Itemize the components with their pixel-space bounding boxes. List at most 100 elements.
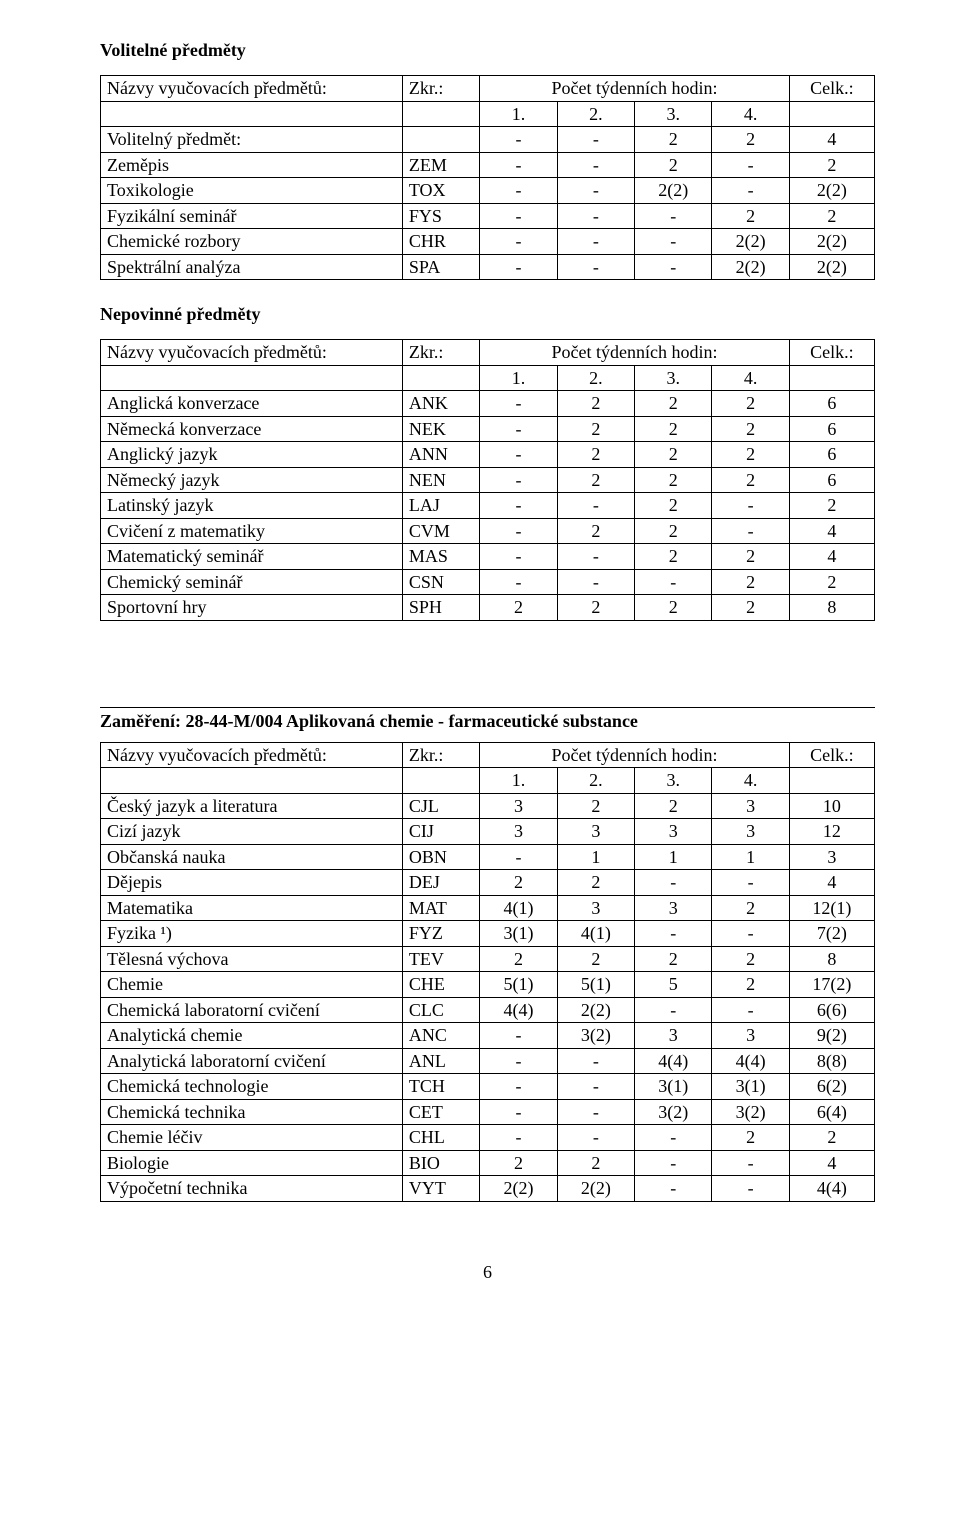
cell-year2: 3(2)	[557, 1023, 634, 1049]
cell-total: 2	[789, 493, 874, 519]
cell-year4: 2	[712, 569, 789, 595]
cell-total: 4	[789, 518, 874, 544]
empty-cell	[402, 768, 479, 794]
cell-subject-name: Chemie	[101, 972, 403, 998]
cell-year4: 2	[712, 595, 789, 621]
cell-year1: -	[480, 178, 557, 204]
cell-year3: 2	[635, 416, 712, 442]
cell-year1: -	[480, 569, 557, 595]
cell-year1: -	[480, 152, 557, 178]
cell-subject-abbr: ANK	[402, 391, 479, 417]
cell-total: 6(6)	[789, 997, 874, 1023]
cell-year2: 1	[557, 844, 634, 870]
cell-total: 9(2)	[789, 1023, 874, 1049]
table-years-row: 1. 2. 3. 4.	[101, 365, 875, 391]
cell-year3: -	[635, 229, 712, 255]
cell-year4: 2	[712, 946, 789, 972]
table-row: Výpočetní technikaVYT2(2)2(2)--4(4)	[101, 1176, 875, 1202]
cell-year3: -	[635, 1125, 712, 1151]
cell-total: 4	[789, 1150, 874, 1176]
empty-cell	[789, 365, 874, 391]
table-row: Německá konverzaceNEK-2226	[101, 416, 875, 442]
table-row: DějepisDEJ22--4	[101, 870, 875, 896]
cell-subject-abbr: TCH	[402, 1074, 479, 1100]
th-abbr: Zkr.:	[402, 340, 479, 366]
cell-year1: -	[480, 1125, 557, 1151]
cell-year2: 2	[557, 416, 634, 442]
cell-year1: 2	[480, 870, 557, 896]
cell-year3: -	[635, 870, 712, 896]
cell-year1: -	[480, 493, 557, 519]
cell-year4: 2(2)	[712, 229, 789, 255]
cell-year3: 3(1)	[635, 1074, 712, 1100]
cell-total: 2	[789, 203, 874, 229]
cell-subject-abbr: OBN	[402, 844, 479, 870]
cell-year2: -	[557, 229, 634, 255]
cell-subject-name: Matematika	[101, 895, 403, 921]
cell-year4: 2	[712, 972, 789, 998]
cell-year2: -	[557, 493, 634, 519]
cell-total: 8	[789, 595, 874, 621]
table-header-row: Názvy vyučovacích předmětů: Zkr.: Počet …	[101, 76, 875, 102]
cell-subject-name: Německý jazyk	[101, 467, 403, 493]
cell-year1: -	[480, 203, 557, 229]
cell-subject-name: Anglický jazyk	[101, 442, 403, 468]
th-names: Názvy vyučovacích předmětů:	[101, 742, 403, 768]
section-heading-zamereni: Zaměření: 28-44-M/004 Aplikovaná chemie …	[100, 707, 875, 732]
cell-subject-abbr: CJL	[402, 793, 479, 819]
cell-subject-abbr: ANN	[402, 442, 479, 468]
cell-year4: -	[712, 870, 789, 896]
cell-year3: 2	[635, 442, 712, 468]
cell-year1: -	[480, 1023, 557, 1049]
table-years-row: 1. 2. 3. 4.	[101, 768, 875, 794]
th-year2: 2.	[557, 768, 634, 794]
section-heading-nepovinne: Nepovinné předměty	[100, 304, 875, 325]
cell-year2: 2(2)	[557, 1176, 634, 1202]
table-row: Chemie léčivCHL---22	[101, 1125, 875, 1151]
cell-total: 2(2)	[789, 254, 874, 280]
th-names: Názvy vyučovacích předmětů:	[101, 340, 403, 366]
table-row: Latinský jazykLAJ--2-2	[101, 493, 875, 519]
empty-cell	[789, 101, 874, 127]
cell-year2: 2	[557, 1150, 634, 1176]
cell-total: 4	[789, 127, 874, 153]
table-row: Volitelný předmět:--224	[101, 127, 875, 153]
cell-year1: -	[480, 442, 557, 468]
cell-year4: 3	[712, 793, 789, 819]
cell-year2: 2	[557, 391, 634, 417]
table-row: Chemický seminářCSN---22	[101, 569, 875, 595]
cell-year1: -	[480, 127, 557, 153]
cell-year4: -	[712, 1150, 789, 1176]
cell-year2: 5(1)	[557, 972, 634, 998]
cell-year4: 2	[712, 895, 789, 921]
cell-subject-name: Volitelný předmět:	[101, 127, 403, 153]
cell-year4: 2	[712, 391, 789, 417]
cell-year3: -	[635, 569, 712, 595]
cell-year3: -	[635, 254, 712, 280]
cell-subject-abbr: CET	[402, 1099, 479, 1125]
table-row: Spektrální analýzaSPA---2(2)2(2)	[101, 254, 875, 280]
cell-year1: -	[480, 416, 557, 442]
cell-year4: -	[712, 921, 789, 947]
table-row: Fyzikální seminářFYS---22	[101, 203, 875, 229]
cell-year1: 3	[480, 819, 557, 845]
cell-subject-name: Chemie léčiv	[101, 1125, 403, 1151]
table-row: Chemická technikaCET--3(2)3(2)6(4)	[101, 1099, 875, 1125]
cell-year4: -	[712, 518, 789, 544]
table-row: Matematický seminářMAS--224	[101, 544, 875, 570]
cell-subject-abbr: FYZ	[402, 921, 479, 947]
cell-subject-name: Spektrální analýza	[101, 254, 403, 280]
cell-subject-name: Tělesná výchova	[101, 946, 403, 972]
section-heading-volitelne: Volitelné předměty	[100, 40, 875, 61]
cell-year2: -	[557, 544, 634, 570]
empty-cell	[402, 101, 479, 127]
cell-subject-abbr: CIJ	[402, 819, 479, 845]
cell-total: 4	[789, 870, 874, 896]
cell-subject-abbr: CVM	[402, 518, 479, 544]
cell-subject-abbr: DEJ	[402, 870, 479, 896]
th-year2: 2.	[557, 101, 634, 127]
cell-subject-name: Občanská nauka	[101, 844, 403, 870]
table-volitelne: Názvy vyučovacích předmětů: Zkr.: Počet …	[100, 75, 875, 280]
table-row: Analytická chemieANC-3(2)339(2)	[101, 1023, 875, 1049]
cell-year2: -	[557, 1074, 634, 1100]
